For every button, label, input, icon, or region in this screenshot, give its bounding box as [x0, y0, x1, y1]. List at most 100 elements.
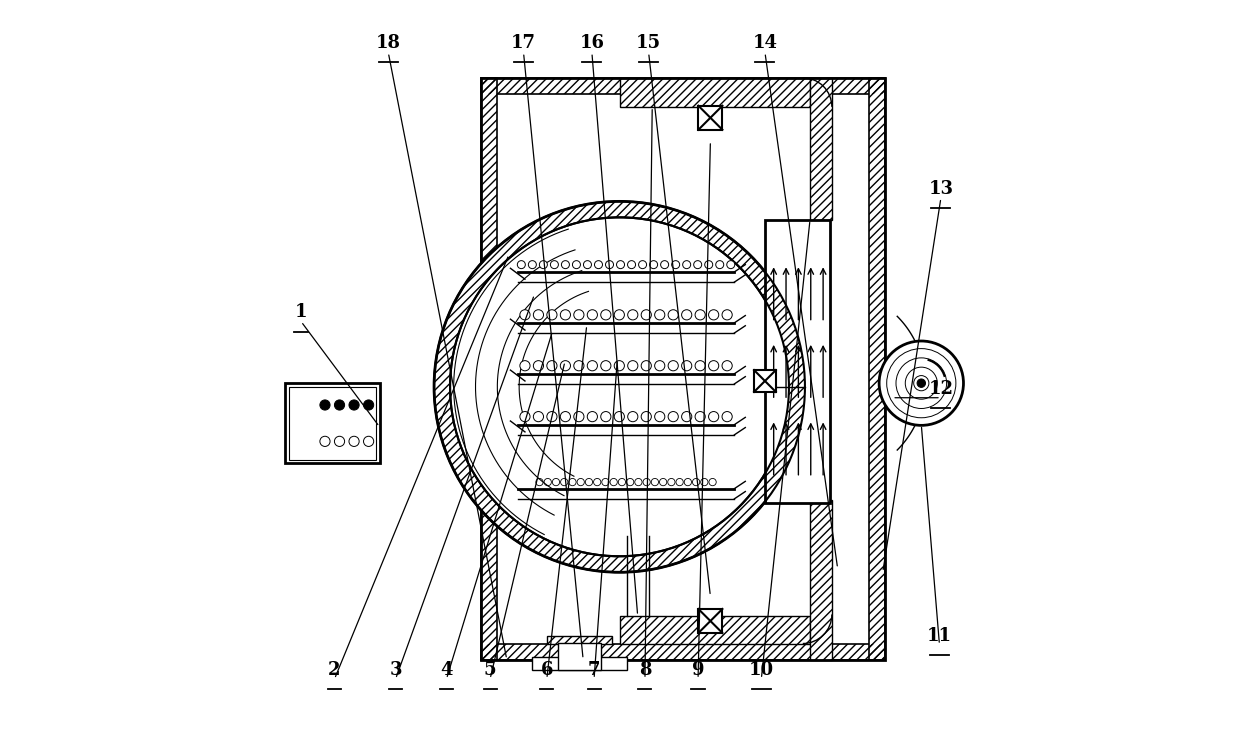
Circle shape	[601, 310, 611, 320]
Bar	[620, 78, 810, 107]
Text: 6: 6	[540, 661, 553, 679]
Text: 5: 5	[483, 661, 497, 679]
Bar	[481, 78, 885, 93]
Circle shape	[694, 261, 701, 269]
Circle shape	[335, 437, 344, 447]
Bar	[755, 370, 776, 392]
Circle shape	[574, 361, 584, 371]
Bar	[810, 499, 831, 659]
Circle shape	[695, 412, 705, 422]
Circle shape	[917, 379, 926, 388]
Circle shape	[320, 437, 330, 447]
Circle shape	[709, 412, 719, 422]
Circle shape	[561, 261, 570, 269]
Bar	[285, 383, 379, 463]
Circle shape	[709, 361, 719, 371]
Circle shape	[617, 261, 624, 269]
Circle shape	[628, 412, 638, 422]
Bar	[810, 78, 831, 220]
Circle shape	[528, 261, 536, 269]
Circle shape	[722, 361, 732, 371]
Circle shape	[560, 412, 570, 422]
Circle shape	[668, 310, 678, 320]
Text: 9: 9	[691, 661, 704, 679]
Circle shape	[335, 400, 344, 410]
Circle shape	[668, 412, 678, 422]
Circle shape	[654, 361, 665, 371]
Text: 15: 15	[636, 34, 662, 53]
Circle shape	[546, 361, 558, 371]
Bar	[810, 499, 831, 659]
Circle shape	[668, 361, 678, 371]
Circle shape	[681, 412, 691, 422]
Circle shape	[574, 412, 584, 422]
Circle shape	[681, 361, 691, 371]
Bar	[699, 609, 722, 633]
Circle shape	[601, 412, 611, 422]
Circle shape	[320, 400, 330, 410]
Circle shape	[533, 310, 544, 320]
Circle shape	[520, 310, 530, 320]
Circle shape	[615, 310, 624, 320]
Text: 16: 16	[580, 34, 605, 53]
Circle shape	[615, 412, 624, 422]
Text: 14: 14	[752, 34, 777, 53]
Circle shape	[587, 361, 597, 371]
Bar	[481, 78, 885, 659]
Circle shape	[683, 261, 690, 269]
Circle shape	[587, 310, 597, 320]
Circle shape	[709, 310, 719, 320]
Circle shape	[606, 261, 613, 269]
Circle shape	[660, 261, 669, 269]
Circle shape	[560, 361, 570, 371]
Circle shape	[615, 361, 624, 371]
Bar	[481, 644, 885, 659]
Circle shape	[363, 437, 374, 447]
Circle shape	[649, 261, 658, 269]
Text: 13: 13	[928, 180, 954, 198]
Circle shape	[349, 400, 359, 410]
Circle shape	[628, 310, 638, 320]
Bar	[620, 616, 810, 644]
Text: 11: 11	[927, 627, 952, 645]
Circle shape	[722, 310, 732, 320]
Circle shape	[641, 361, 652, 371]
Text: 10: 10	[748, 661, 774, 679]
Circle shape	[434, 201, 805, 572]
Circle shape	[716, 261, 724, 269]
Bar	[620, 78, 810, 107]
Circle shape	[601, 361, 611, 371]
Circle shape	[705, 261, 712, 269]
Bar	[699, 106, 722, 130]
Circle shape	[695, 310, 705, 320]
Circle shape	[641, 310, 652, 320]
Bar	[764, 220, 830, 503]
Circle shape	[533, 361, 544, 371]
Bar	[481, 78, 885, 93]
Bar	[481, 78, 497, 659]
Circle shape	[638, 261, 647, 269]
Circle shape	[450, 218, 789, 556]
Circle shape	[681, 310, 691, 320]
Circle shape	[695, 361, 705, 371]
Text: 8: 8	[638, 661, 652, 679]
Bar	[481, 78, 497, 659]
Circle shape	[722, 412, 732, 422]
Text: 12: 12	[928, 380, 954, 398]
Bar	[869, 78, 885, 659]
Circle shape	[880, 341, 964, 426]
Circle shape	[546, 412, 558, 422]
Circle shape	[587, 412, 597, 422]
Circle shape	[546, 310, 558, 320]
Bar	[533, 657, 627, 670]
Circle shape	[572, 261, 580, 269]
Circle shape	[560, 310, 570, 320]
Bar	[558, 643, 601, 670]
Circle shape	[574, 310, 584, 320]
Circle shape	[641, 412, 652, 422]
Bar	[481, 644, 885, 659]
Circle shape	[727, 261, 735, 269]
Text: 17: 17	[510, 34, 536, 53]
Text: 7: 7	[587, 661, 601, 679]
Circle shape	[550, 261, 559, 269]
